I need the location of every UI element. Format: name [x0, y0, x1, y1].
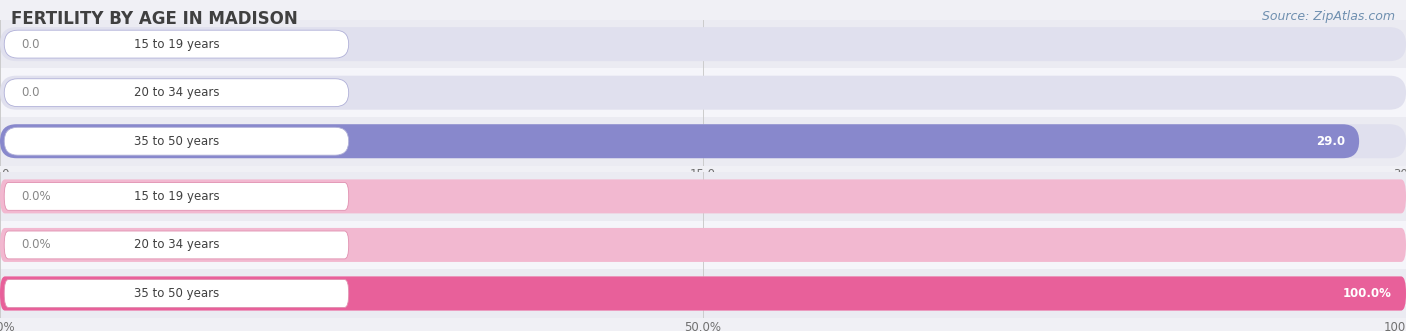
Bar [0, 69, 1406, 117]
Text: 0.0%: 0.0% [21, 190, 51, 203]
Text: FERTILITY BY AGE IN MADISON: FERTILITY BY AGE IN MADISON [11, 10, 298, 28]
Bar [0, 221, 1406, 269]
FancyBboxPatch shape [0, 124, 1406, 158]
Text: Source: ZipAtlas.com: Source: ZipAtlas.com [1261, 10, 1395, 23]
FancyBboxPatch shape [0, 179, 1406, 213]
Text: 15 to 19 years: 15 to 19 years [134, 190, 219, 203]
Text: 20 to 34 years: 20 to 34 years [134, 238, 219, 252]
Text: 15 to 19 years: 15 to 19 years [134, 38, 219, 51]
FancyBboxPatch shape [4, 280, 349, 307]
Text: 0.0: 0.0 [21, 86, 39, 99]
Bar [0, 172, 1406, 221]
FancyBboxPatch shape [4, 127, 349, 155]
FancyBboxPatch shape [0, 276, 1406, 310]
Text: 35 to 50 years: 35 to 50 years [134, 287, 219, 300]
Text: 0.0: 0.0 [21, 38, 39, 51]
Bar [0, 117, 1406, 166]
Bar [0, 269, 1406, 318]
Bar [0, 20, 1406, 69]
FancyBboxPatch shape [0, 76, 1406, 110]
Text: 100.0%: 100.0% [1343, 287, 1392, 300]
Text: 20 to 34 years: 20 to 34 years [134, 86, 219, 99]
FancyBboxPatch shape [0, 124, 1360, 158]
Text: 0.0%: 0.0% [21, 238, 51, 252]
FancyBboxPatch shape [0, 228, 1406, 262]
Text: 29.0: 29.0 [1316, 135, 1346, 148]
Text: 35 to 50 years: 35 to 50 years [134, 135, 219, 148]
FancyBboxPatch shape [4, 79, 349, 107]
FancyBboxPatch shape [4, 231, 349, 259]
FancyBboxPatch shape [4, 182, 349, 210]
FancyBboxPatch shape [0, 27, 1406, 61]
FancyBboxPatch shape [4, 30, 349, 58]
FancyBboxPatch shape [0, 276, 1406, 310]
